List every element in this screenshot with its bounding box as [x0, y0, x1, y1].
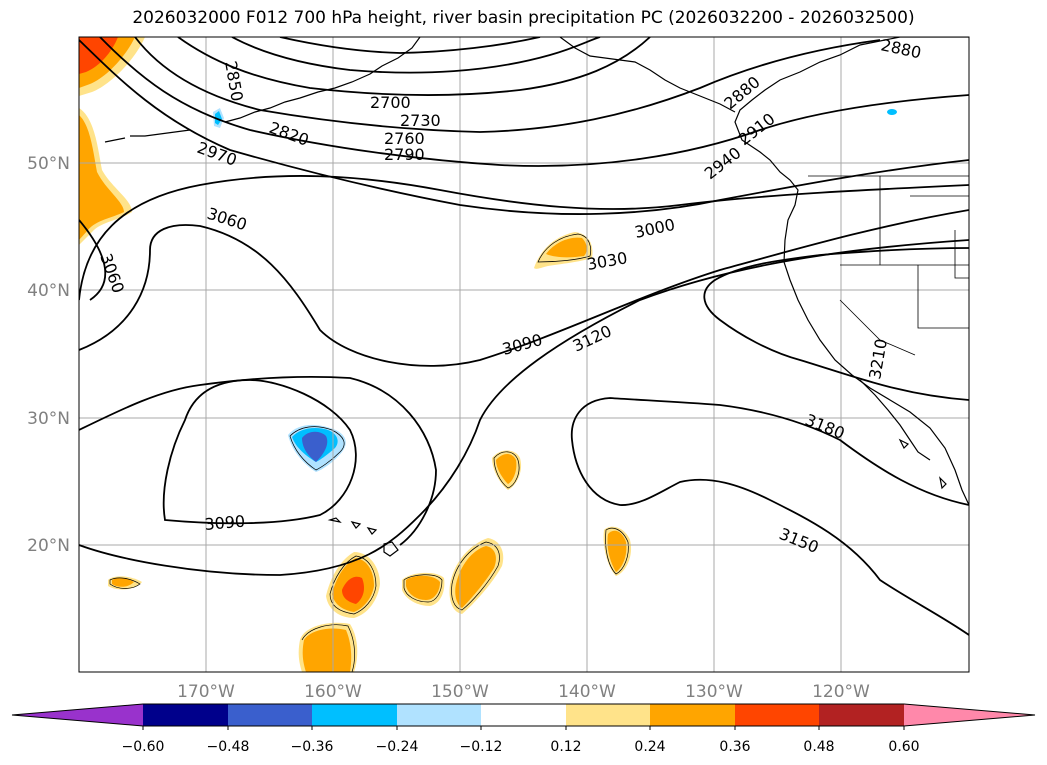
colorbar-segment	[735, 704, 819, 726]
colorbar-ticks: −0.60 −0.48 −0.36 −0.24 −0.12 0.12 0.24 …	[122, 739, 920, 755]
colorbar-segment	[650, 704, 735, 726]
colorbar-segment	[481, 704, 566, 726]
colorbar-segment	[566, 704, 650, 726]
lat-tick-label: 20°N	[27, 536, 70, 556]
lat-ticks: 50°N 40°N 30°N 20°N	[27, 154, 70, 556]
map-title: 2026032000 F012 700 hPa height, river ba…	[132, 8, 915, 28]
colorbar-tick-label: −0.48	[207, 739, 250, 755]
map-frame	[78, 36, 970, 673]
colorbar-tick-label: −0.60	[122, 739, 165, 755]
lon-tick-label: 160°W	[304, 682, 362, 702]
lon-tick-label: 140°W	[558, 682, 616, 702]
colorbar-extend-low	[12, 704, 143, 726]
contour-label: 2730	[400, 111, 441, 130]
colorbar-segment	[312, 704, 397, 726]
colorbar-segment	[819, 704, 904, 726]
map-background	[79, 37, 969, 672]
lat-tick-label: 30°N	[27, 409, 70, 429]
lat-tick-label: 50°N	[27, 154, 70, 174]
precip-outlines	[109, 233, 629, 672]
colorbar-tick-label: −0.24	[376, 739, 419, 755]
colorbar-tick-label: −0.36	[291, 739, 334, 755]
colorbar-segment	[143, 704, 228, 726]
lon-tick-label: 130°W	[685, 682, 743, 702]
contour-label: 2760	[384, 129, 425, 148]
colorbar-segment	[228, 704, 312, 726]
height-contours	[79, 37, 969, 636]
colorbar-tick-label: −0.12	[460, 739, 503, 755]
contour-label: 2700	[370, 93, 411, 112]
colorbar-tick-label: 0.48	[803, 739, 834, 755]
contour-label: 3090	[204, 512, 246, 534]
graticule	[79, 37, 969, 672]
colorbar-tick-label: 0.12	[550, 739, 581, 755]
lat-tick-label: 40°N	[27, 281, 70, 301]
colorbar-tick-label: 0.24	[634, 739, 665, 755]
contour-label: 2790	[384, 145, 425, 164]
colorbar	[11, 703, 1036, 730]
colorbar-tick-label: 0.36	[719, 739, 750, 755]
lon-tick-label: 120°W	[812, 682, 870, 702]
lon-tick-label: 150°W	[431, 682, 489, 702]
lon-tick-label: 170°W	[177, 682, 235, 702]
lon-ticks: 170°W 160°W 150°W 140°W 130°W 120°W	[177, 682, 870, 702]
colorbar-extend-high	[904, 704, 1035, 726]
colorbar-tick-label: 0.60	[888, 739, 919, 755]
colorbar-segment	[397, 704, 481, 726]
